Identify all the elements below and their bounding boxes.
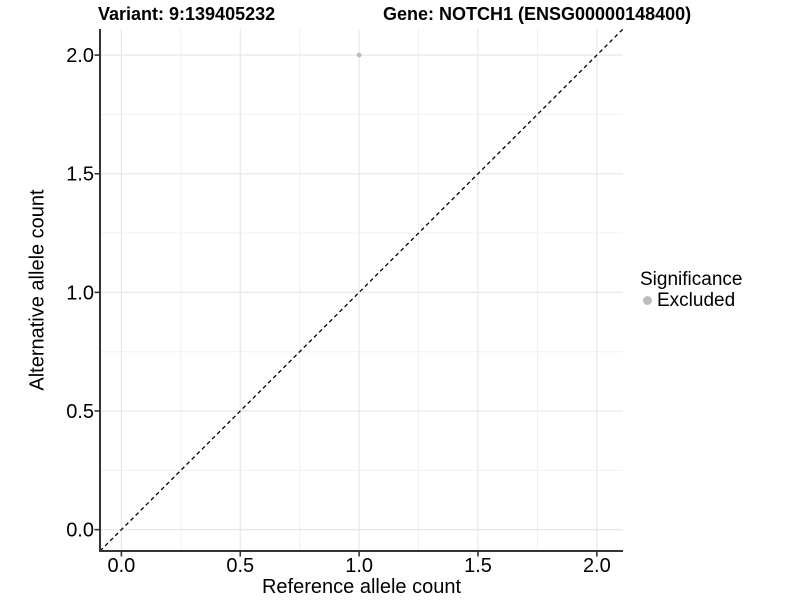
y-tick-label: 0.5 xyxy=(66,401,94,423)
x-tick-label: 1.0 xyxy=(345,555,373,577)
plot-title-gene: Gene: NOTCH1 (ENSG00000148400) xyxy=(383,4,692,24)
x-tick-label: 0.5 xyxy=(226,555,254,577)
legend-item-excluded: Excluded xyxy=(640,289,742,312)
x-tick-label: 0.0 xyxy=(107,555,135,577)
legend: Significance Excluded xyxy=(640,270,742,312)
x-tick-label: 2.0 xyxy=(583,555,611,577)
legend-point-icon xyxy=(643,296,652,305)
legend-title: Significance xyxy=(640,269,743,290)
y-axis-title: Alternative allele count xyxy=(26,189,49,391)
x-tick-label: 1.5 xyxy=(464,555,492,577)
plot-title-variant: Variant: 9:139405232 xyxy=(98,4,276,24)
y-tick-label: 2.0 xyxy=(66,45,94,67)
data-point xyxy=(356,52,362,58)
x-axis-title: Reference allele count xyxy=(261,576,461,598)
y-tick-label: 1.0 xyxy=(66,282,94,304)
y-tick-label: 0.0 xyxy=(66,520,94,542)
legend-item-label: Excluded xyxy=(657,289,736,311)
y-tick-label: 1.5 xyxy=(66,164,94,186)
identity-reference-line xyxy=(99,28,624,552)
